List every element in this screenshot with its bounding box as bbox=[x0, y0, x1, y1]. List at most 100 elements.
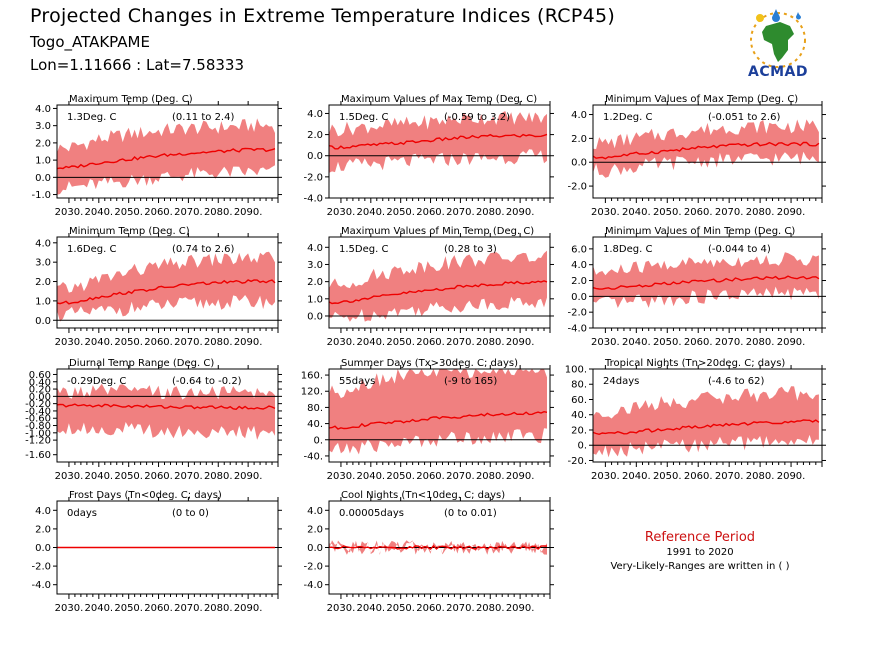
y-tick-label: -2.0 bbox=[303, 172, 323, 183]
panel-value-label: 1.5Deg. C bbox=[339, 244, 388, 255]
y-tick-label: 160. bbox=[301, 371, 323, 382]
y-tick-label: 0.0 bbox=[307, 311, 323, 322]
mean-line bbox=[328, 280, 548, 305]
x-tick-label: 2060. bbox=[416, 603, 445, 614]
x-tick-label: 2040. bbox=[622, 207, 651, 218]
x-tick-label: 2080. bbox=[746, 207, 775, 218]
panel-value-label: 1.6Deg. C bbox=[67, 244, 116, 255]
mean-line bbox=[592, 141, 820, 160]
x-tick-label: 2070. bbox=[174, 471, 203, 482]
x-tick-label: 2090. bbox=[777, 207, 806, 218]
panel-range-label: (-0.051 to 2.6) bbox=[708, 112, 780, 123]
y-tick-label: 0.0 bbox=[35, 543, 51, 554]
y-tick-label: 2.0 bbox=[571, 276, 587, 287]
chart-panel-10: 4.0 2.0 0.0 -2.0 -4.0 2030. 2040. 2050. 2060. 207… bbox=[31, 490, 282, 614]
y-tick-label: -2.0 bbox=[567, 308, 587, 319]
x-tick-label: 2040. bbox=[84, 471, 113, 482]
x-tick-label: 2070. bbox=[446, 207, 475, 218]
x-tick-label: 2090. bbox=[234, 603, 263, 614]
x-tick-label: 2050. bbox=[653, 207, 682, 218]
x-tick-label: 2050. bbox=[114, 471, 143, 482]
x-tick-label: 2040. bbox=[84, 207, 113, 218]
y-tick-label: 4.0 bbox=[35, 238, 51, 249]
x-tick-label: 2090. bbox=[506, 207, 535, 218]
panel-title: Cool Nights (Tn<10deg. C; days) bbox=[341, 490, 505, 501]
x-tick-label: 2090. bbox=[506, 603, 535, 614]
y-tick-label: 0.0 bbox=[307, 151, 323, 162]
y-tick-label: 2.0 bbox=[35, 524, 51, 535]
plot-frame bbox=[592, 236, 823, 329]
x-tick-label: 2060. bbox=[144, 337, 173, 348]
x-tick-label: 2080. bbox=[204, 471, 233, 482]
plot-frame bbox=[56, 368, 279, 463]
station-name: Togo_ATAKPAME bbox=[30, 33, 150, 51]
y-tick-label: 1.0 bbox=[307, 294, 323, 305]
mean-line bbox=[56, 403, 276, 411]
y-tick-label: 40. bbox=[307, 419, 323, 430]
y-tick-label: 3.0 bbox=[307, 260, 323, 271]
x-tick-label: 2050. bbox=[653, 471, 682, 482]
chart-panel-6: 6.0 4.0 2.0 0.0 -2.0 -4.0 2030. 2040. 2050. 2060.… bbox=[567, 226, 826, 348]
panel-value-label: 1.5Deg. C bbox=[339, 112, 388, 123]
y-tick-label: 2.0 bbox=[571, 134, 587, 145]
mean-line bbox=[592, 419, 820, 436]
y-tick-label: -1.60 bbox=[25, 450, 51, 461]
x-tick-label: 2060. bbox=[684, 207, 713, 218]
x-tick-label: 2060. bbox=[144, 603, 173, 614]
y-tick-label: 4.0 bbox=[307, 243, 323, 254]
panel-title: Diurnal Temp Range (Deg. C) bbox=[69, 358, 214, 369]
range-band bbox=[329, 369, 547, 455]
panel-value-label: -0.29Deg. C bbox=[67, 376, 126, 387]
y-tick-label: 2.0 bbox=[307, 524, 323, 535]
panel-range-label: (0.28 to 3) bbox=[444, 244, 497, 255]
x-tick-label: 2050. bbox=[114, 603, 143, 614]
y-tick-label: 0.60 bbox=[29, 370, 51, 381]
y-tick-label: 4.0 bbox=[35, 506, 51, 517]
panel-title: Tropical Nights (Tn>20deg. C; days) bbox=[604, 358, 785, 369]
panel-range-label: (0.11 to 2.4) bbox=[172, 112, 234, 123]
y-tick-label: -4.0 bbox=[31, 580, 51, 591]
x-tick-label: 2090. bbox=[234, 337, 263, 348]
y-tick-label: -0.40 bbox=[25, 406, 51, 417]
panel-range-label: (0.74 to 2.6) bbox=[172, 244, 234, 255]
panel-value-label: 1.8Deg. C bbox=[603, 244, 652, 255]
y-tick-label: -4.0 bbox=[303, 580, 323, 591]
y-tick-label: 80. bbox=[307, 403, 323, 414]
y-tick-label: 2.0 bbox=[307, 130, 323, 141]
chart-panel-4: 4.0 3.0 2.0 1.0 0.0 2030. 2040. 2050. 2060. 2070.… bbox=[35, 226, 282, 348]
x-tick-label: 2040. bbox=[356, 207, 385, 218]
plot-frame bbox=[56, 236, 279, 329]
y-tick-label: 0.0 bbox=[35, 173, 51, 184]
panel-title: Minimum Values of Min Temp (Deg. C) bbox=[605, 226, 795, 237]
panel-range-label: (-4.6 to 62) bbox=[708, 376, 765, 387]
y-tick-label: 2.0 bbox=[35, 138, 51, 149]
y-tick-label: 0. bbox=[313, 435, 323, 446]
header: Projected Changes in Extreme Temperature… bbox=[0, 0, 700, 80]
plot-frame bbox=[328, 104, 551, 199]
panel-value-label: 0days bbox=[67, 508, 97, 519]
x-tick-label: 2080. bbox=[204, 603, 233, 614]
panel-range-label: (-0.044 to 4) bbox=[708, 244, 771, 255]
y-tick-label: -2.0 bbox=[303, 562, 323, 573]
x-tick-label: 2080. bbox=[746, 337, 775, 348]
x-tick-label: 2040. bbox=[84, 337, 113, 348]
y-tick-label: -1.00 bbox=[25, 428, 51, 439]
x-tick-label: 2040. bbox=[356, 471, 385, 482]
plot-frame bbox=[592, 368, 823, 463]
x-tick-label: 2080. bbox=[476, 207, 505, 218]
panel-range-label: (0 to 0.01) bbox=[444, 508, 497, 519]
x-tick-label: 2060. bbox=[416, 471, 445, 482]
y-tick-label: 0.20 bbox=[29, 385, 51, 396]
x-tick-label: 2060. bbox=[144, 207, 173, 218]
x-tick-label: 2030. bbox=[55, 471, 84, 482]
chart-panel-11: 4.0 2.0 0.0 -2.0 -4.0 2030. 2040. 2050. 2060. 207… bbox=[303, 490, 554, 614]
x-tick-label: 2060. bbox=[684, 337, 713, 348]
y-tick-label: -2.0 bbox=[31, 562, 51, 573]
x-tick-label: 2090. bbox=[506, 471, 535, 482]
x-tick-label: 2070. bbox=[715, 207, 744, 218]
x-tick-label: 2030. bbox=[55, 603, 84, 614]
africa-map-logo-icon bbox=[750, 9, 806, 68]
y-tick-label: 1.0 bbox=[35, 296, 51, 307]
x-tick-label: 2050. bbox=[386, 207, 415, 218]
